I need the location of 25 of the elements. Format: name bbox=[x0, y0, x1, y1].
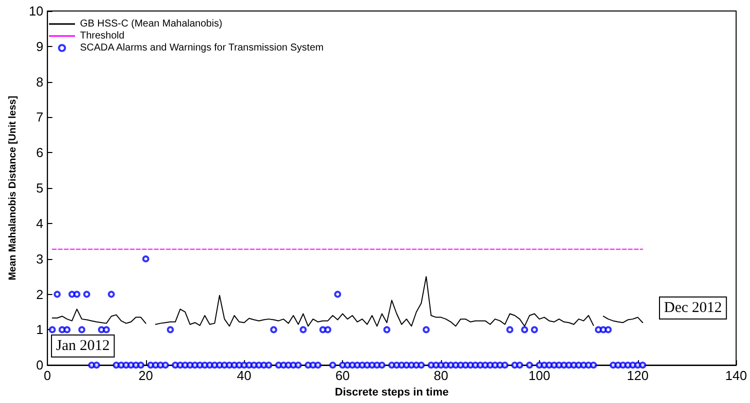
x-tick-label: 60 bbox=[335, 368, 350, 384]
x-tick-label: 140 bbox=[725, 368, 748, 384]
y-tick-label: 5 bbox=[36, 180, 44, 196]
x-tick-label: 20 bbox=[138, 368, 153, 384]
x-axis-title: Discrete steps in time bbox=[334, 386, 449, 398]
y-axis-title: Mean Mahalanobis Distance [Unit less] bbox=[8, 96, 18, 280]
y-tick-label: 1 bbox=[36, 322, 44, 338]
y-tick-label: 10 bbox=[28, 4, 44, 18]
legend-label: SCADA Alarms and Warnings for Transmission System bbox=[80, 42, 324, 54]
y-tick-label: 6 bbox=[36, 145, 44, 160]
x-tick-label: 40 bbox=[236, 368, 252, 384]
legend-label: Threshold bbox=[80, 30, 124, 42]
y-tick-label: 7 bbox=[36, 110, 44, 125]
annotation: Jan 2012 bbox=[56, 338, 110, 354]
y-tick-label: 9 bbox=[36, 38, 44, 54]
x-tick-label: 80 bbox=[434, 368, 448, 384]
y-tick-label: 4 bbox=[36, 216, 44, 231]
y-tick-label: 8 bbox=[36, 74, 44, 90]
annotation: Dec 2012 bbox=[664, 300, 722, 316]
y-tick-label: 2 bbox=[36, 286, 44, 302]
x-tick-label: 100 bbox=[528, 368, 550, 384]
x-tick-label: 120 bbox=[626, 368, 649, 384]
y-tick-label: 0 bbox=[36, 358, 44, 373]
y-tick-label: 3 bbox=[36, 251, 44, 266]
legend-label: GB HSS-C (Mean Mahalanobis) bbox=[80, 18, 222, 30]
